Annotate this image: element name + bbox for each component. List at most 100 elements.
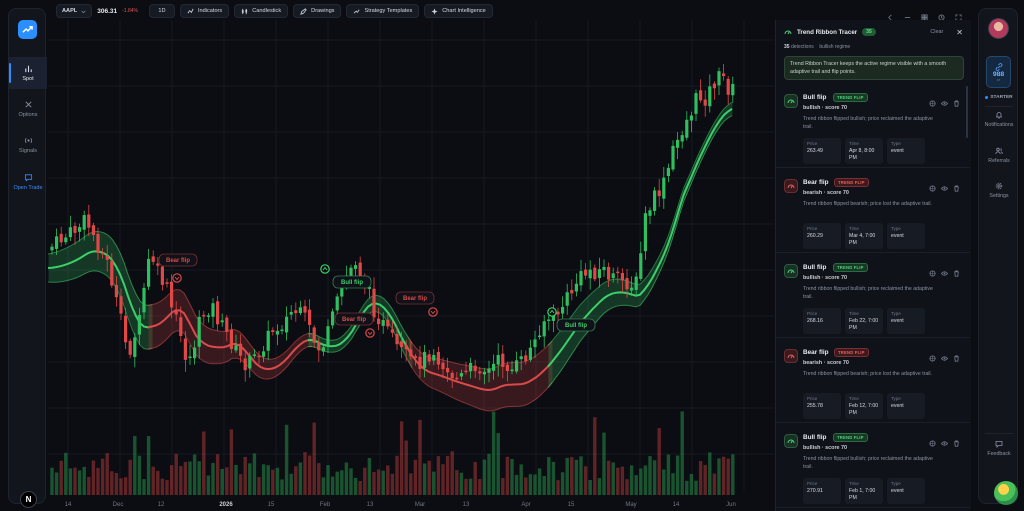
trash-icon[interactable]: [953, 179, 960, 192]
candle-body: [455, 377, 459, 380]
trash-icon[interactable]: [953, 434, 960, 447]
strategy-templates-button[interactable]: Strategy Templates: [346, 4, 420, 18]
trend-up-icon: [22, 26, 33, 33]
referrals-button[interactable]: Referrals: [979, 147, 1019, 164]
detection-item[interactable]: Bull flip TREND FLIP bullish · score 70 Tre…: [776, 256, 970, 338]
type-key: Type: [891, 481, 901, 486]
price-cell: Price 263.49: [803, 138, 841, 164]
target-icon[interactable]: [929, 434, 936, 447]
candle-body: [478, 371, 482, 374]
assistant-avatar[interactable]: [994, 481, 1018, 505]
volume-bar: [491, 411, 496, 495]
gauge-icon: [784, 30, 792, 35]
trash-icon[interactable]: [953, 94, 960, 107]
detection-item[interactable]: Bear flip TREND FLIP bearish · score 70 Tre…: [776, 171, 970, 253]
target-icon[interactable]: [929, 94, 936, 107]
chevron-down-icon: [81, 10, 86, 13]
settings-button[interactable]: Settings: [979, 182, 1019, 199]
detection-tag: TREND FLIP: [833, 433, 868, 442]
credits-button[interactable]: 988 cr: [986, 56, 1011, 88]
credits-unit: cr: [996, 77, 1001, 82]
trash-icon[interactable]: [953, 264, 960, 277]
volume-bar: [593, 417, 597, 495]
fullscreen-icon[interactable]: [955, 8, 962, 21]
eye-icon[interactable]: [940, 264, 949, 276]
candle-body: [64, 237, 68, 243]
volume-bar: [689, 473, 694, 495]
indicators-button[interactable]: Indicators: [179, 4, 230, 18]
volume-bar: [436, 456, 441, 495]
detection-actions: [929, 179, 960, 192]
candle-body: [243, 358, 247, 371]
right-rail: 988 cr STARTER Notifications Referrals S…: [978, 8, 1019, 505]
nav-item-open-trade[interactable]: Open Trade: [9, 165, 47, 199]
candle-body: [303, 306, 307, 313]
bull-arrow-icon: [549, 309, 555, 314]
price-key: Price: [807, 226, 818, 231]
app-logo[interactable]: [18, 20, 37, 39]
chart-canvas[interactable]: Bear flip Bull flip Bear flip Bear flip Bull…: [48, 20, 774, 511]
eye-icon[interactable]: [940, 349, 949, 361]
interval-selector[interactable]: 1D: [148, 4, 175, 18]
detection-actions: [929, 349, 960, 362]
detection-actions: [929, 94, 960, 107]
close-icon[interactable]: ✕: [956, 27, 963, 37]
time-value: Feb 12, 7:00 PM: [849, 403, 879, 417]
nav-item-signals[interactable]: Signals: [9, 129, 47, 161]
chart-intelligence-button[interactable]: Chart Intelligence: [424, 4, 493, 18]
detection-title: Bull flip: [803, 434, 827, 441]
clear-button[interactable]: Clear: [930, 29, 944, 35]
symbol-selector[interactable]: AAPL: [56, 4, 93, 18]
eye-icon[interactable]: [940, 179, 949, 191]
notifications-button[interactable]: Notifications: [979, 111, 1019, 128]
volume-bar: [473, 462, 477, 495]
price-chart[interactable]: Bear flip Bull flip Bear flip Bear flip Bull…: [48, 20, 774, 511]
nav-item-options[interactable]: Options: [9, 93, 47, 125]
clock-icon[interactable]: [938, 8, 945, 21]
layout-grid-icon[interactable]: [921, 8, 928, 21]
detection-item[interactable]: Bear flip TREND FLIP bearish · score 70 Tre…: [776, 341, 970, 423]
volume-bar: [192, 454, 197, 495]
minus-icon[interactable]: [904, 8, 911, 18]
time-value: Apr 8, 8:00 PM: [849, 148, 875, 162]
eye-icon[interactable]: [940, 434, 949, 446]
eye-icon[interactable]: [940, 94, 949, 106]
detection-details: Price 255.78 Time Feb 12, 7:00 PM Type event: [803, 393, 925, 419]
feedback-button[interactable]: Feedback: [979, 440, 1019, 457]
brand-badge[interactable]: N: [20, 491, 37, 508]
bear-flip-marker: [428, 307, 438, 317]
candle-body: [340, 286, 344, 297]
volume-bar: [133, 435, 137, 495]
price-key: Price: [807, 141, 818, 146]
target-icon[interactable]: [929, 349, 936, 362]
regime-label: bullish regime: [819, 44, 851, 50]
trash-icon[interactable]: [953, 349, 960, 362]
candle-body: [229, 329, 233, 350]
detection-item[interactable]: Bull flip TREND FLIP bullish · score 70 Tre…: [776, 426, 970, 508]
flip-label: Bear flip: [166, 258, 190, 264]
drawings-button[interactable]: Drawings: [293, 4, 342, 18]
panel-scrollbar[interactable]: [966, 86, 968, 138]
back-icon[interactable]: [887, 8, 894, 20]
chart-type-button[interactable]: Candlestick: [234, 4, 289, 18]
volume-bar: [82, 466, 86, 495]
user-avatar[interactable]: [988, 18, 1009, 39]
symbol-name: AAPL: [62, 8, 78, 14]
detection-title: Bear flip: [803, 349, 829, 356]
candle-body: [528, 347, 532, 360]
candle-body: [441, 362, 445, 370]
volume-bar: [616, 467, 620, 495]
candle-body: [234, 345, 238, 351]
panel-summary: 35 detections bullish regime: [784, 44, 850, 50]
volume-bar: [496, 433, 500, 495]
target-icon[interactable]: [929, 179, 936, 192]
indicators-label: Indicators: [197, 8, 223, 14]
nav-item-spot[interactable]: Spot: [9, 57, 47, 89]
volume-bar: [335, 471, 339, 495]
target-icon[interactable]: [929, 264, 936, 277]
detection-item[interactable]: Bull flip TREND FLIP bullish · score 70 Tre…: [776, 86, 970, 168]
candle-body: [294, 310, 298, 314]
volume-bar: [422, 463, 427, 495]
x-tick-label: Apr: [521, 502, 530, 508]
candle-body: [262, 351, 266, 357]
